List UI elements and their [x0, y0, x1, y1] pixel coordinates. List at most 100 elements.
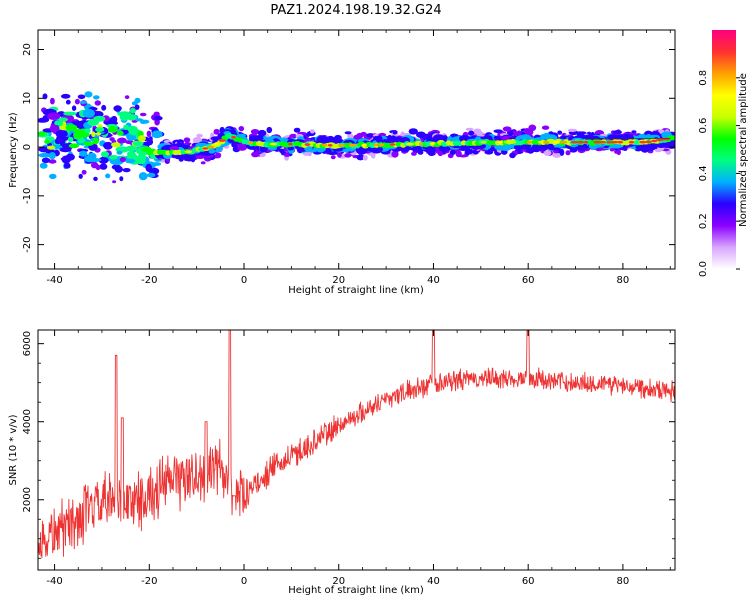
heat-blob-cell: [67, 136, 74, 142]
heat-blob-cell: [73, 132, 83, 139]
heat-band-cell: [169, 145, 180, 151]
x-tick-label: -40: [46, 275, 62, 286]
y-tick-label: 10: [22, 92, 33, 105]
heat-halo-cell: [437, 150, 443, 157]
x-tick-label: 80: [617, 576, 630, 587]
heat-band-cell: [58, 136, 66, 146]
heat-halo-cell: [411, 151, 417, 156]
heat-hotspot-cell: [373, 143, 379, 147]
heat-halo-cell: [124, 95, 130, 99]
y-tick-label: 4000: [22, 409, 33, 434]
heat-halo-cell: [493, 129, 503, 133]
heat-halo-cell: [502, 126, 512, 132]
spectrogram-heatmap: [38, 91, 675, 184]
heat-hotspot-cell: [553, 140, 562, 144]
heat-halo-cell: [565, 150, 571, 156]
heat-hotspot-cell: [207, 145, 215, 149]
heat-halo-cell: [48, 159, 57, 164]
heat-halo-cell: [509, 152, 516, 159]
heat-blob-cell: [140, 146, 152, 152]
heat-hotspot-cell: [389, 143, 396, 146]
heat-band-cell: [55, 129, 68, 138]
heat-halo-cell: [616, 149, 621, 156]
heat-halo-cell: [289, 133, 298, 139]
x-tick-label: -20: [141, 576, 157, 587]
spectrogram-panel: -40 -20 0 20 40 60 80 -20 -10 0 10 20 Height of str…: [8, 29, 676, 296]
spectrogram-xlabel: Height of straight line (km): [288, 285, 424, 296]
heat-halo-cell: [99, 163, 108, 170]
heat-band-cell: [531, 143, 542, 153]
x-tick-label: 60: [522, 576, 535, 587]
heat-halo-cell: [94, 100, 102, 106]
heat-band-cell: [459, 135, 470, 142]
heat-blob-cell: [127, 150, 136, 157]
colorbar-ticks: 0.0 0.2 0.4 0.6 0.8: [698, 70, 740, 277]
heat-halo-cell: [196, 133, 203, 138]
heat-halo-cell: [78, 173, 83, 179]
heat-hotspot-cell: [570, 140, 579, 144]
heat-halo-cell: [557, 130, 563, 135]
heat-hotspot-cell: [507, 140, 517, 144]
heat-hotspot-cell: [498, 140, 504, 144]
snr-frame: [37, 329, 676, 571]
heat-band-cell: [138, 172, 148, 181]
heat-blob-cell: [59, 124, 68, 131]
y-tick-label: 2000: [22, 487, 33, 512]
snr-xlabel: Height of straight line (km): [288, 585, 424, 596]
heat-blob-cell: [123, 124, 129, 130]
heat-hotspot-cell: [248, 141, 254, 144]
heat-hotspot-cell: [610, 140, 619, 144]
y-tick-label: -20: [22, 236, 33, 252]
heat-halo-cell: [541, 125, 550, 130]
heat-band-cell: [278, 137, 289, 143]
heat-halo-cell: [310, 129, 315, 134]
x-tick-label: 40: [427, 275, 440, 286]
snr-axes: -40 -20 0 20 40 60 80 2000 4000 6000: [22, 330, 675, 587]
heat-blob-cell: [38, 131, 46, 137]
spectrogram-frame: [37, 29, 676, 270]
heat-halo-cell: [238, 126, 245, 132]
heat-halo-cell: [528, 124, 537, 132]
heat-blob-cell: [62, 121, 67, 126]
heat-hotspot-cell: [213, 142, 220, 146]
x-tick-label: 60: [522, 275, 535, 286]
heat-hotspot-cell: [348, 144, 358, 147]
heat-band-cell: [375, 135, 383, 143]
heat-band-cell: [493, 135, 501, 140]
heat-halo-cell: [71, 105, 77, 111]
heat-blob-cell: [65, 124, 78, 131]
colorbar-gradient: [712, 30, 736, 269]
heat-band-cell: [125, 158, 136, 164]
heat-band-cell: [287, 146, 295, 151]
heat-band-cell: [208, 148, 216, 154]
heat-hotspot-cell: [269, 142, 278, 146]
heat-blob-cell: [137, 135, 146, 142]
colorbar-tick-label: 0.0: [698, 261, 709, 277]
x-tick-label: -20: [141, 275, 157, 286]
heat-blob-cell: [80, 132, 90, 138]
heat-blob-cell: [92, 137, 99, 145]
heat-band-cell: [252, 136, 264, 141]
heat-band-cell: [438, 145, 451, 152]
heat-hotspot-cell: [606, 140, 611, 144]
spectrogram-ylabel: Frequency (Hz): [8, 112, 19, 188]
heat-halo-cell: [408, 128, 418, 135]
heat-blob-cell: [107, 126, 118, 133]
heat-band-cell: [236, 133, 246, 138]
heat-halo-cell: [60, 93, 71, 99]
heat-halo-cell: [109, 137, 115, 142]
heat-halo-cell: [77, 94, 86, 100]
ridge-guide-line: [585, 137, 671, 140]
heat-blob-cell: [91, 131, 96, 138]
heat-halo-cell: [93, 95, 100, 100]
heat-hotspot-cell: [288, 142, 293, 146]
colorbar-tick-label: 0.2: [698, 213, 709, 229]
heat-halo-cell: [74, 98, 80, 105]
heat-band-cell: [126, 114, 137, 121]
heat-blob-cell: [77, 138, 86, 144]
heat-halo-cell: [153, 116, 163, 121]
heat-halo-cell: [250, 129, 260, 135]
spectrogram-axes: -40 -20 0 20 40 60 80 -20 -10 0 10 20: [22, 30, 675, 286]
heat-halo-cell: [449, 150, 456, 155]
heat-band-cell: [49, 124, 60, 133]
